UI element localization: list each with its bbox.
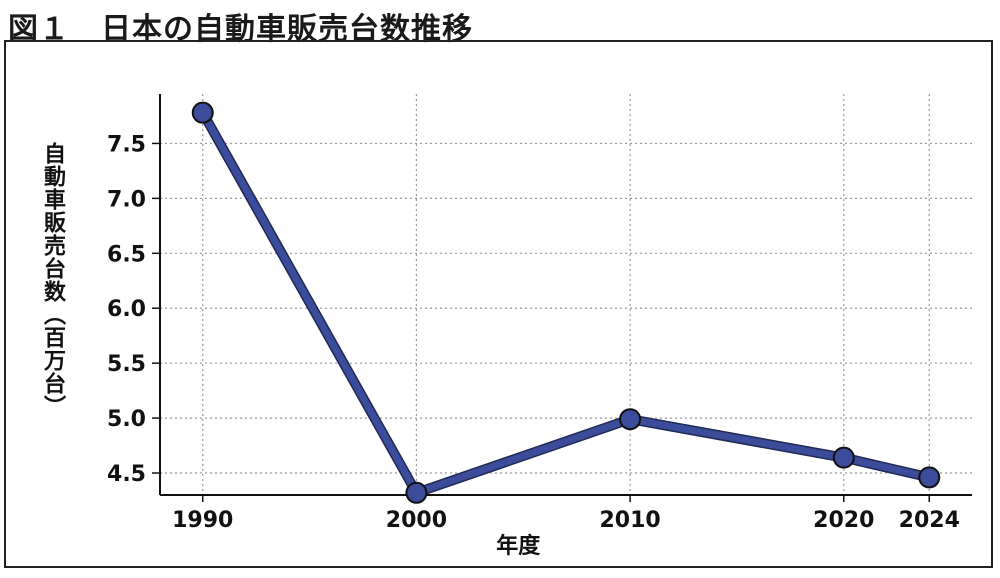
x-tick-label: 2024 xyxy=(899,508,960,533)
x-tick-label: 2010 xyxy=(599,508,660,533)
series-line-path xyxy=(199,109,933,497)
x-tick-labels: 1990 2000 2010 2020 2024 xyxy=(172,495,960,533)
series-line xyxy=(197,107,935,498)
y-tick-labels: 4.5 5.0 5.5 6.0 6.5 7.0 7.5 xyxy=(107,132,160,487)
y-tick-label: 7.0 xyxy=(107,187,146,212)
data-point xyxy=(619,408,642,431)
y-tick-label: 5.5 xyxy=(107,352,146,377)
x-tick-label: 2000 xyxy=(386,508,447,533)
axes xyxy=(159,94,972,496)
y-tick-label: 4.5 xyxy=(107,462,146,487)
y-tick-label: 6.5 xyxy=(107,242,146,267)
y-axis-label: 自動車販売台数（百万台） xyxy=(40,142,65,418)
x-tick-label: 2020 xyxy=(813,508,874,533)
x-axis-label: 年度 xyxy=(496,533,541,559)
chart-frame xyxy=(4,40,993,568)
data-point xyxy=(405,481,428,504)
grid-lines xyxy=(160,94,972,495)
data-point xyxy=(918,466,941,489)
data-points xyxy=(191,101,941,504)
y-tick-label: 7.5 xyxy=(107,132,146,157)
y-tick-label: 6.0 xyxy=(107,297,146,322)
x-tick-label: 1990 xyxy=(172,508,233,533)
data-point xyxy=(832,446,855,469)
y-tick-label: 5.0 xyxy=(107,407,146,432)
data-point xyxy=(191,101,214,124)
